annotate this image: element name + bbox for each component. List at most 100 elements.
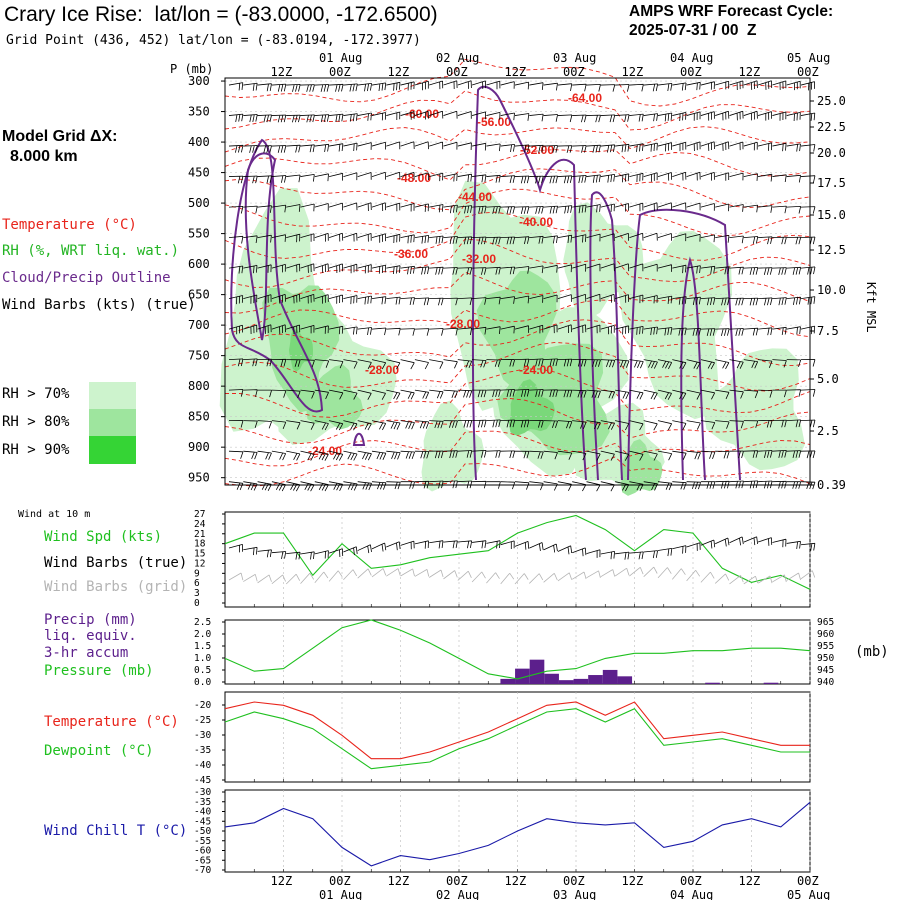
wind-barb [629,359,644,369]
wind-barb [615,84,630,92]
wind-barb [800,112,816,121]
wind-barb [643,295,658,304]
wind-barb [629,294,644,304]
wind-barb [643,420,658,431]
wind-barb [257,83,272,92]
wind-barb [329,420,344,431]
wind-barb [715,80,730,90]
surface-wind-barb-grid [328,570,343,582]
wind-barb [672,171,687,181]
temp-tick-label: -25 [194,715,211,726]
wind-barb [343,326,358,335]
isotherm-label: -64.00 [568,91,602,105]
time-hour-label: 12Z [271,874,293,888]
wind-barb [386,296,401,305]
wind-barb [314,450,329,461]
wind-barb [743,267,759,275]
isotherm-line [224,168,811,211]
wind-barb [314,420,329,431]
wind-barb [357,450,372,461]
wind-barb [700,328,716,336]
surface-wind-barb-grid [414,569,430,577]
surface-wind-barb [672,545,687,554]
isotherm-line [224,149,811,181]
rh-legend-70: RH > 70% [2,386,70,402]
wind-barb [457,80,472,89]
wind-barb [572,263,587,272]
wind-barb [486,359,501,368]
precip-bar [515,668,530,684]
wind-barb [600,481,615,492]
pressure-tick-label: 900 [188,440,210,454]
time-date-label: 04 Aug [670,51,713,65]
wind-barb [486,266,501,275]
wind-barb [586,420,601,430]
wind-barb [329,113,344,122]
wind-barb [243,235,258,244]
wind-tick-label: 3 [194,588,200,599]
surface-wind-barb-grid [471,571,486,583]
pressure-line [224,619,811,680]
wind-barb [286,450,301,461]
wind-barb [343,389,358,400]
wind-barb [786,80,801,91]
wind-tick-label: 27 [194,509,205,520]
wind-barb [357,481,372,491]
wind-barb [300,263,315,273]
wind-barb [629,83,644,92]
wind-barb [657,172,672,181]
pressure-tick-label: 500 [188,196,210,210]
wind-barb [715,359,730,370]
wind-barb [643,326,658,336]
wind-tick-label: 0 [194,598,200,609]
wind-barb [500,236,516,245]
wind-barb [357,389,372,400]
wind-barb [572,420,587,430]
time-hour-label: 12Z [271,65,293,79]
wind-barb [657,359,673,370]
wind-barb [486,296,501,305]
wind-barb [700,420,716,430]
surface-wind-barb-grid [514,573,529,585]
wind-barb [657,112,673,122]
wind-barb [786,236,802,245]
legend-temperature-sfc: Temperature (°C) [44,714,179,730]
wind-barb [400,359,415,370]
wind-barb [414,389,430,400]
pressure-tick-label: 450 [188,166,210,180]
wind-barb [300,359,315,368]
wind-barb [457,297,473,306]
wind-barb [500,112,515,121]
pressure-tick-label: 850 [188,410,210,424]
wind-barb [500,296,515,304]
wind-barb [800,296,816,305]
chill-tick-label: -30 [194,787,211,798]
wind-barb [572,294,587,302]
wind-barb [386,359,401,370]
wind-barb [343,359,358,369]
wind-barb [600,389,616,399]
wind-barb [500,144,515,153]
surface-wind-barb [357,544,372,554]
wind-barb [257,175,272,184]
wind-barb [371,82,387,92]
wind-barb [429,80,444,90]
wind-barb [271,294,286,304]
wind-barb [429,420,444,429]
wind-barb [786,450,802,458]
cloud-outline [471,85,587,481]
wind-barb [715,450,730,459]
wind-barb [786,266,802,275]
pressure-tick-label: 600 [188,257,210,271]
height-tick-label: 17.5 [817,176,846,190]
wind-tick-label: 6 [194,578,200,589]
wind-barb [314,173,329,182]
wind-barb [271,234,286,242]
height-tick-label: 5.0 [817,372,839,386]
wind-barb [572,83,587,92]
height-tick-label: 15.0 [817,208,846,222]
wind-barb [686,202,701,211]
wind-tick-label: 15 [194,549,205,560]
wind-barb [758,173,773,182]
wind-barb [457,450,473,458]
